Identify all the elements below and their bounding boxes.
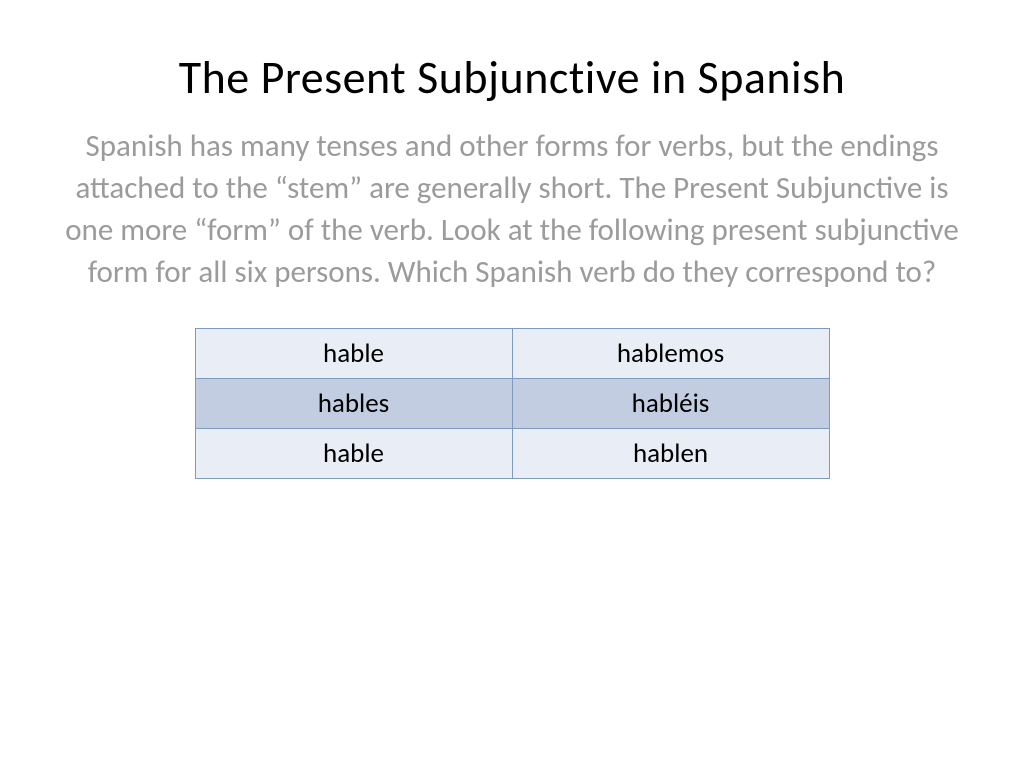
slide-title: The Present Subjunctive in Spanish — [60, 50, 964, 106]
conjugation-cell: hable — [195, 429, 512, 479]
conjugation-cell: hablemos — [512, 329, 829, 379]
table-row: hable hablen — [195, 429, 829, 479]
slide-container: The Present Subjunctive in Spanish Spani… — [0, 0, 1024, 768]
conjugation-table: hable hablemos hables habléis hable habl… — [195, 328, 830, 479]
conjugation-cell: hable — [195, 329, 512, 379]
table-row: hable hablemos — [195, 329, 829, 379]
conjugation-cell: habléis — [512, 379, 829, 429]
slide-body-text: Spanish has many tenses and other forms … — [60, 126, 964, 293]
conjugation-cell: hablen — [512, 429, 829, 479]
table-row: hables habléis — [195, 379, 829, 429]
conjugation-cell: hables — [195, 379, 512, 429]
